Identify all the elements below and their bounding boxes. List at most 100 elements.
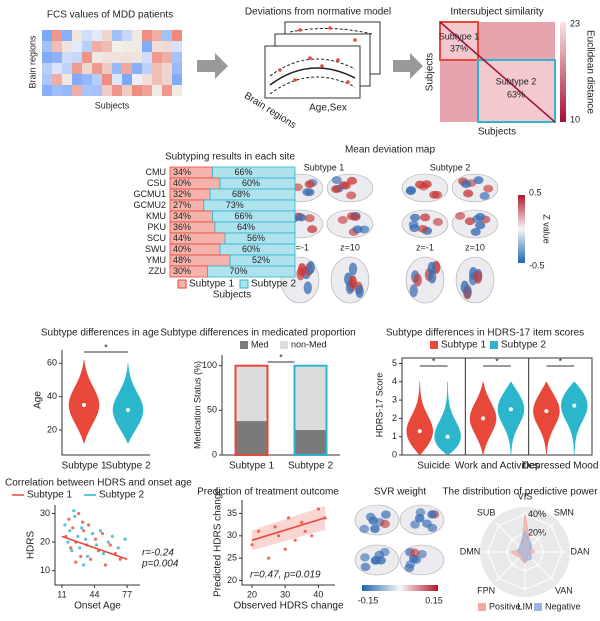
brain-blob xyxy=(350,213,361,221)
block-label: Subtype 2 xyxy=(496,76,537,86)
scatter-point xyxy=(266,556,271,560)
category-label: VAN xyxy=(555,585,573,595)
scatter-point xyxy=(79,554,83,559)
legend-label: Med xyxy=(251,339,269,349)
bar-segment xyxy=(294,430,327,455)
category-label: GCMU1 xyxy=(133,189,166,199)
scatter-point xyxy=(82,563,86,567)
median-dot xyxy=(82,403,86,407)
scatter-point xyxy=(71,526,75,530)
legend-swatch xyxy=(240,341,248,349)
heatmap-cell xyxy=(52,63,62,74)
axis-label: Subjects xyxy=(425,53,436,91)
y-tick-label: 5 xyxy=(392,358,397,368)
median-dot xyxy=(126,408,130,412)
value-label: 44% xyxy=(173,233,191,243)
violin xyxy=(68,360,100,444)
significance-label: * xyxy=(559,356,563,366)
heatmap-cell xyxy=(62,52,72,63)
legend-swatch xyxy=(490,341,498,349)
colorbar-label: -0.15 xyxy=(358,595,379,605)
chart-title: Subtype differences in medicated proport… xyxy=(160,328,356,339)
panel-title: SVR weight xyxy=(374,487,426,498)
value-label: 34% xyxy=(173,211,191,221)
heatmap-cell xyxy=(52,52,62,63)
heatmap-cell xyxy=(122,63,132,74)
x-tick-label: 44 xyxy=(90,589,100,599)
brain-blob xyxy=(304,214,315,223)
y-tick-label: 30 xyxy=(227,530,237,540)
scatter-point xyxy=(63,523,67,527)
y-tick-label: 40 xyxy=(47,391,57,401)
y-tick-label: 20 xyxy=(40,537,50,547)
brain-blob xyxy=(409,548,420,557)
brain-blob xyxy=(413,273,422,287)
significance-label: * xyxy=(432,356,436,366)
bar-segment xyxy=(203,199,296,212)
scatter-point xyxy=(100,531,105,536)
scatter-point xyxy=(94,543,99,547)
scatter-point xyxy=(77,511,81,516)
category-label: CSU xyxy=(147,178,166,188)
colorbar xyxy=(362,585,438,591)
y-tick-label: 25 xyxy=(227,553,237,563)
brain-blob xyxy=(405,560,416,569)
slice-label: z=-1 xyxy=(416,242,434,252)
heatmap-cell xyxy=(42,30,52,41)
brain-blob xyxy=(304,188,315,197)
value-label: 32% xyxy=(173,189,191,199)
category-label: SUB xyxy=(477,507,496,517)
bar-segment xyxy=(212,210,296,223)
scatter-point xyxy=(283,547,287,551)
legend-swatch xyxy=(534,603,542,611)
bar-segment xyxy=(207,265,296,278)
heatmap-cell xyxy=(152,52,162,63)
axis-label: Brain regions xyxy=(27,35,37,89)
colorbar-title: Z value xyxy=(542,214,552,244)
brain-blob xyxy=(409,224,420,233)
scatter-point xyxy=(81,520,85,524)
legend-label: Positive xyxy=(489,601,521,611)
scatter-point xyxy=(84,537,88,541)
scatter-point xyxy=(69,546,73,550)
scatter-point xyxy=(67,517,71,521)
y-tick-label: 0 xyxy=(212,449,217,459)
brain-blob xyxy=(360,553,370,562)
y-tick-label: 50 xyxy=(207,405,217,415)
heatmap-cell xyxy=(82,52,92,63)
legend-label: Subtype 2 xyxy=(99,490,144,501)
category-label: PKU xyxy=(147,222,166,232)
heatmap-cell xyxy=(82,30,92,41)
heatmap-cell xyxy=(162,30,172,41)
bar-outline xyxy=(293,364,328,457)
axis-label: Age xyxy=(33,391,44,409)
legend-swatch xyxy=(280,341,288,349)
category-label: SCU xyxy=(147,233,166,243)
brain-blob xyxy=(417,224,428,233)
heatmap-cell xyxy=(142,63,152,74)
x-tick-label: Depressed Mood xyxy=(522,461,598,472)
scatter-point xyxy=(78,546,82,550)
colorbar xyxy=(560,22,566,122)
brain-blob xyxy=(463,284,472,298)
panel-title: FCS values of MDD patients xyxy=(47,10,173,21)
bar-segment xyxy=(235,365,268,422)
median-dot xyxy=(572,403,577,408)
scatter-point xyxy=(316,507,320,511)
brain-blob xyxy=(359,225,370,234)
heatmap-cell xyxy=(72,74,82,85)
heatmap-cell xyxy=(102,41,112,52)
brain-blob xyxy=(380,519,390,529)
category-label: DAN xyxy=(570,546,589,556)
colorbar-label: 0.15 xyxy=(425,595,443,605)
arrow xyxy=(197,53,228,79)
value-label: 52% xyxy=(252,255,270,265)
colorbar-label: 23 xyxy=(570,18,580,28)
chart-title: Prediction of treatment outcome xyxy=(197,487,339,498)
heatmap-cell xyxy=(42,52,52,63)
brain-blob xyxy=(427,261,437,275)
heatmap-cell xyxy=(42,41,52,52)
bar-segment xyxy=(294,365,327,430)
annotation: r=0.47, p=0.019 xyxy=(250,570,321,581)
x-tick-label: Subtype 1 xyxy=(61,461,106,472)
